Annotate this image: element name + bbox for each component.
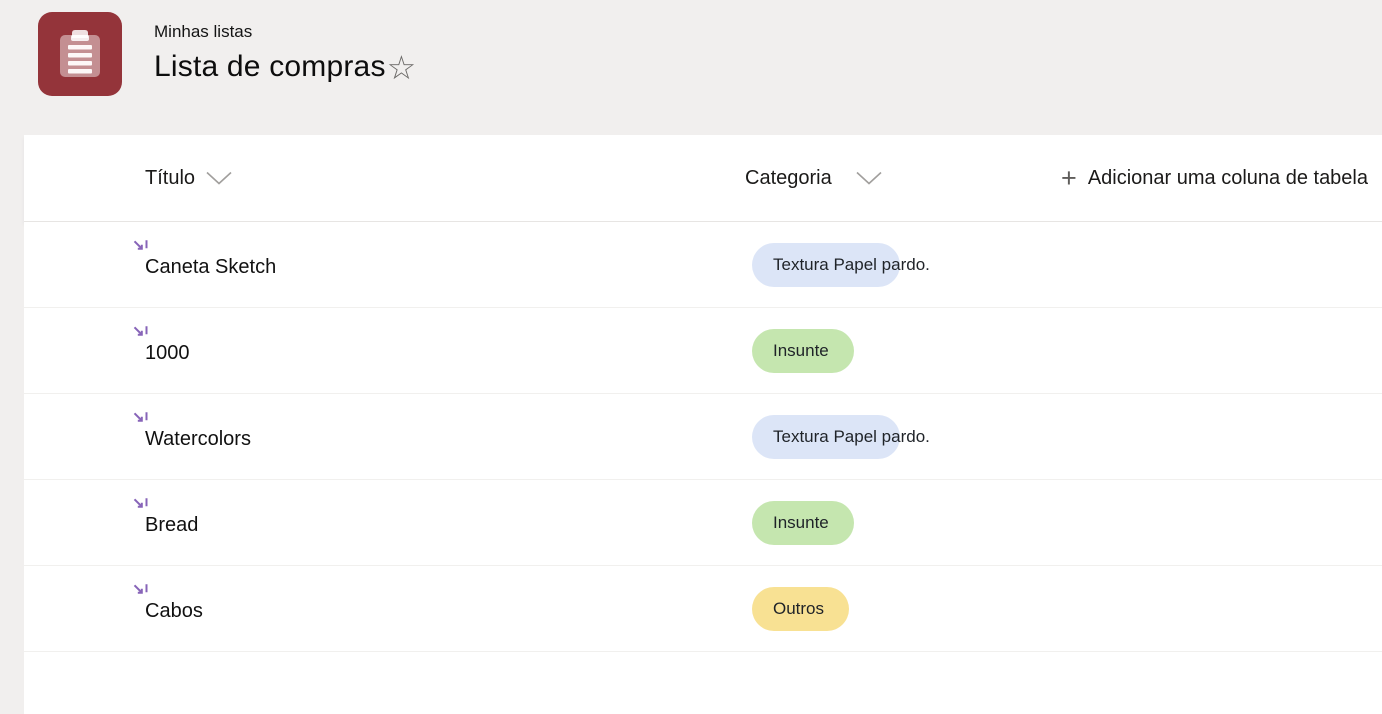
category-cell: Insunte	[752, 328, 854, 373]
page-title: Lista de compras	[154, 50, 386, 83]
title-cell: Bread	[133, 497, 199, 536]
category-cell: Textura Papel pardo.	[752, 242, 930, 287]
item-title: Bread	[145, 513, 199, 536]
category-pill[interactable]: Textura Papel pardo.	[752, 414, 930, 459]
category-cell: Textura Papel pardo.	[752, 414, 930, 459]
category-pill[interactable]: Insunte	[752, 500, 854, 545]
new-item-marker-icon	[133, 497, 148, 508]
category-pill[interactable]: Outros	[752, 586, 850, 631]
column-header-categoria[interactable]: Categoria	[745, 167, 882, 190]
column-label: Título	[145, 166, 196, 189]
chevron-down-icon	[206, 171, 232, 185]
item-title: 1000	[145, 341, 190, 364]
new-item-marker-icon	[133, 325, 148, 336]
list-header: Minhas listas Lista de compras ☆	[38, 12, 416, 96]
new-item-marker-icon	[133, 583, 148, 594]
table-row[interactable]: Cabos Outros	[24, 566, 1382, 652]
category-cell: Insunte	[752, 500, 854, 545]
category-cell: Outros	[752, 586, 850, 631]
table-row[interactable]: 1000 Insunte	[24, 308, 1382, 394]
new-item-marker-icon	[133, 239, 148, 250]
category-pill[interactable]: Textura Papel pardo.	[752, 242, 930, 287]
item-title: Cabos	[145, 599, 203, 622]
item-title: Watercolors	[145, 427, 251, 450]
title-cell: Caneta Sketch	[133, 239, 277, 278]
table-body: Caneta Sketch Textura Papel pardo.	[24, 222, 1382, 652]
header-titles: Minhas listas Lista de compras ☆	[154, 12, 416, 96]
plus-icon: +	[1061, 162, 1077, 193]
table-row[interactable]: Watercolors Textura Papel pardo.	[24, 394, 1382, 480]
title-cell: Watercolors	[133, 411, 251, 450]
table-row[interactable]: Bread Insunte	[24, 480, 1382, 566]
title-cell: Cabos	[133, 583, 203, 622]
list-app-tile	[38, 12, 122, 96]
column-header-titulo[interactable]: Título	[145, 167, 232, 190]
column-label: Categoria	[745, 166, 832, 189]
list-table: Título Categoria + Adicionar uma coluna …	[24, 135, 1382, 714]
clipboard-icon	[60, 30, 100, 77]
breadcrumb[interactable]: Minhas listas	[154, 22, 253, 41]
table-row[interactable]: Caneta Sketch Textura Papel pardo.	[24, 222, 1382, 308]
add-column-label: Adicionar uma coluna de tabela	[1087, 166, 1368, 189]
add-column-button[interactable]: + Adicionar uma coluna de tabela	[1061, 135, 1368, 221]
category-pill[interactable]: Insunte	[752, 328, 854, 373]
title-cell: 1000	[133, 325, 190, 364]
chevron-down-icon	[856, 171, 882, 185]
new-item-marker-icon	[133, 411, 148, 422]
table-header-row: Título Categoria + Adicionar uma coluna …	[24, 135, 1382, 222]
item-title: Caneta Sketch	[145, 255, 277, 278]
favorite-star-icon[interactable]: ☆	[386, 48, 417, 86]
